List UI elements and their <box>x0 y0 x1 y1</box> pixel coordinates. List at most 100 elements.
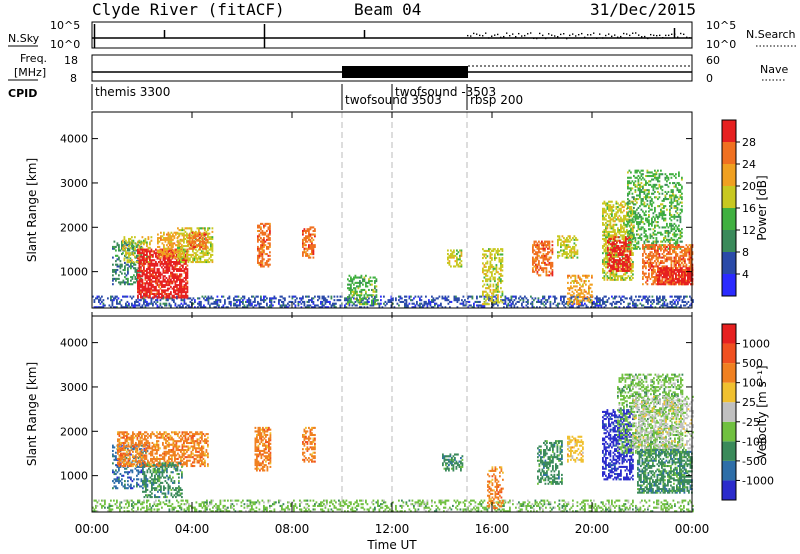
nsearch-dot <box>671 33 673 35</box>
heatmap-cell <box>564 244 567 247</box>
heatmap-cell <box>129 252 132 255</box>
heatmap-cell <box>645 205 647 208</box>
heatmap-cell <box>404 295 406 298</box>
heatmap-cell <box>113 240 116 243</box>
heatmap-cell <box>420 295 423 298</box>
heatmap-cell <box>147 257 150 260</box>
heatmap-cell <box>634 210 637 213</box>
heatmap-cell <box>260 226 262 229</box>
heatmap-cell <box>410 299 412 302</box>
heatmap-cell <box>303 238 306 241</box>
heatmap-cell <box>628 259 630 262</box>
heatmap-cell <box>486 278 489 281</box>
heatmap-cell <box>547 263 549 266</box>
heatmap-cell <box>359 294 361 297</box>
heatmap-cell <box>392 302 394 305</box>
heatmap-cell <box>163 244 165 247</box>
heatmap-cell <box>168 296 171 299</box>
heatmap-cell <box>186 255 188 258</box>
heatmap-cell <box>414 304 417 307</box>
heatmap-cell <box>366 306 369 309</box>
heatmap-cell <box>179 278 181 281</box>
heatmap-cell <box>138 248 141 251</box>
heatmap-cell <box>263 224 265 227</box>
heatmap-cell <box>150 259 153 262</box>
heatmap-cell <box>141 282 144 285</box>
heatmap-cell <box>620 245 623 248</box>
heatmap-cell <box>414 295 417 298</box>
heatmap-cell <box>134 255 136 258</box>
heatmap-cell <box>582 283 584 286</box>
heatmap-cell <box>170 291 172 294</box>
heatmap-cell <box>670 215 673 218</box>
nsearch-dot <box>503 35 505 38</box>
heatmap-cell <box>138 252 141 255</box>
heatmap-cell <box>643 192 646 195</box>
heatmap-cell <box>630 275 633 278</box>
heatmap-cell <box>619 248 621 251</box>
heatmap-cell <box>155 276 157 280</box>
heatmap-cell <box>312 300 315 303</box>
heatmap-cell <box>489 280 492 283</box>
heatmap-cell <box>185 259 187 262</box>
heatmap-cell <box>143 241 145 244</box>
heatmap-cell <box>180 285 183 288</box>
heatmap-cell <box>471 295 474 298</box>
heatmap-cell <box>672 299 675 302</box>
heatmap-cell <box>308 254 310 257</box>
heatmap-cell <box>603 229 606 232</box>
heatmap-cell <box>557 240 559 243</box>
heatmap-cell <box>527 299 529 302</box>
heatmap-cell <box>287 302 289 305</box>
heatmap-cell <box>614 266 616 269</box>
heatmap-cell <box>162 302 165 305</box>
heatmap-cell <box>450 256 452 259</box>
heatmap-cell <box>671 306 673 309</box>
heatmap-cell <box>532 270 534 273</box>
heatmap-cell <box>603 200 606 203</box>
heatmap-cell <box>208 248 211 251</box>
heatmap-cell <box>405 299 408 302</box>
heatmap-cell <box>306 237 309 240</box>
heatmap-cell <box>654 219 656 222</box>
heatmap-cell <box>205 250 208 253</box>
heatmap-cell <box>159 299 162 302</box>
heatmap-cell <box>535 268 537 272</box>
heatmap-cell <box>614 295 616 298</box>
heatmap-cell <box>144 285 147 288</box>
heatmap-cell <box>208 227 211 230</box>
heatmap-cell <box>648 240 650 243</box>
heatmap-cell <box>374 301 376 304</box>
heatmap-cell <box>614 276 616 280</box>
heatmap-cell <box>302 245 304 248</box>
heatmap-cell <box>128 247 131 250</box>
heatmap-cell <box>137 296 139 299</box>
heatmap-cell <box>187 234 190 237</box>
heatmap-cell <box>150 268 153 271</box>
heatmap-cell <box>196 227 199 230</box>
heatmap-cell <box>567 304 570 307</box>
heatmap-cell <box>200 244 203 247</box>
heatmap-cell <box>308 231 310 234</box>
heatmap-cell <box>185 268 187 271</box>
heatmap-cell <box>678 306 681 309</box>
heatmap-cell <box>193 247 195 250</box>
heatmap-cell <box>456 249 458 252</box>
heatmap-cell <box>357 285 360 288</box>
heatmap-cell <box>460 251 463 254</box>
heatmap-cell <box>392 297 394 300</box>
heatmap-cell <box>206 240 209 243</box>
heatmap-cell <box>627 268 630 271</box>
heatmap-cell <box>447 299 450 302</box>
heatmap-cell <box>611 209 613 212</box>
nsearch-dot <box>668 34 670 37</box>
nsearch-dot <box>638 34 640 36</box>
heatmap-cell <box>489 283 492 286</box>
heatmap-cell <box>606 257 609 260</box>
heatmap-cell <box>146 289 148 292</box>
heatmap-cell <box>536 244 539 247</box>
heatmap-cell <box>634 199 637 202</box>
heatmap-cell <box>664 235 667 238</box>
nsearch-tick-bottom: 10^0 <box>706 38 736 51</box>
heatmap-cell <box>153 280 156 283</box>
